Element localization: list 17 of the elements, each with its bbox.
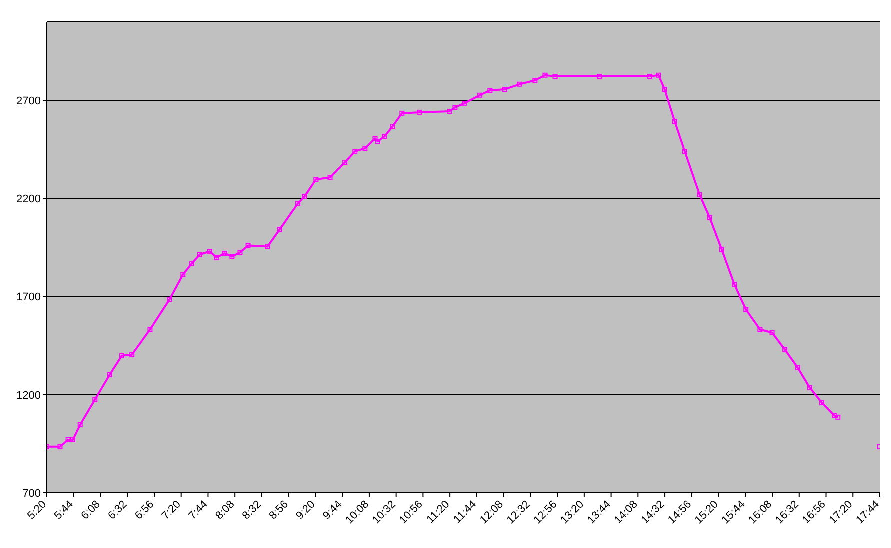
y-tick-label: 1700 [16, 292, 41, 304]
x-tick-label: 8:56 [267, 498, 291, 522]
x-tick-label: 5:20 [25, 498, 50, 522]
x-tick-label: 9:44 [321, 498, 345, 522]
y-tick-label: 700 [22, 488, 41, 500]
x-tick-label: 8:32 [240, 498, 264, 522]
y-tick-label: 2200 [16, 194, 41, 206]
x-tick-label: 6:08 [79, 498, 103, 522]
x-tick-label: 5:44 [52, 498, 76, 522]
y-tick-label: 2700 [16, 95, 41, 108]
x-tick-label: 8:08 [214, 498, 238, 522]
x-tick-label: 7:20 [160, 498, 184, 522]
x-tick-label: 6:32 [106, 498, 130, 522]
y-tick-label: 1200 [16, 390, 41, 402]
x-tick-label: 7:44 [186, 498, 210, 522]
x-tick-label: 9:20 [294, 498, 318, 522]
x-tick-label: 6:56 [132, 498, 157, 522]
